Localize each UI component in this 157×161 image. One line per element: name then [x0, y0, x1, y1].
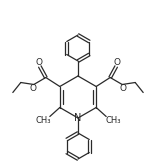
- Text: O: O: [120, 84, 127, 93]
- Text: N: N: [74, 113, 82, 123]
- Text: O: O: [29, 84, 36, 93]
- Text: O: O: [114, 58, 121, 67]
- Text: CH₃: CH₃: [106, 116, 121, 125]
- Text: O: O: [35, 58, 42, 67]
- Text: CH₃: CH₃: [35, 116, 51, 125]
